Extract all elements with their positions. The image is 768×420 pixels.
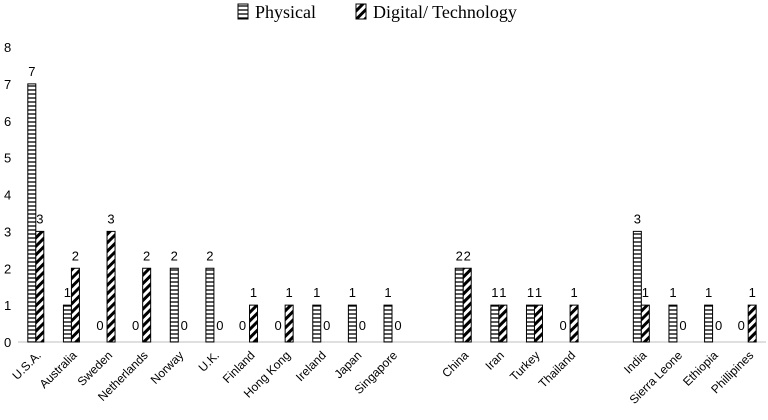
y-tick-label: 7 (4, 77, 11, 92)
bar-physical (62, 304, 72, 343)
legend-swatch-physical (237, 3, 249, 20)
bar-digital (747, 304, 757, 343)
y-tick-label: 5 (4, 151, 11, 166)
bar-physical (704, 304, 714, 343)
bar-digital (106, 230, 116, 343)
y-tick-label: 0 (4, 335, 11, 350)
data-label: 1 (349, 285, 356, 300)
data-label: 0 (394, 318, 401, 333)
legend-label-digital: Digital/ Technology (373, 2, 517, 22)
bar-digital (640, 304, 650, 343)
data-label: 1 (384, 285, 391, 300)
bar-physical (668, 304, 678, 343)
data-label: 0 (275, 318, 282, 333)
category-label: China (439, 348, 471, 380)
category-label: U.S.A. (10, 348, 44, 382)
data-label: 2 (464, 248, 471, 263)
data-label: 1 (535, 285, 542, 300)
bar-digital (498, 304, 508, 343)
legend-label-physical: Physical (255, 2, 316, 22)
data-label: 2 (171, 248, 178, 263)
data-label: 1 (499, 285, 506, 300)
y-tick-label: 1 (4, 298, 11, 313)
bar-physical (312, 304, 322, 343)
data-label: 1 (491, 285, 498, 300)
data-label: 0 (96, 318, 103, 333)
bar-physical (347, 304, 357, 343)
data-label: 2 (456, 248, 463, 263)
data-label: 1 (286, 285, 293, 300)
bar-physical (525, 304, 535, 343)
data-label: 0 (738, 318, 745, 333)
bar-digital (70, 267, 80, 343)
bar-physical (383, 304, 393, 343)
bar-digital (569, 304, 579, 343)
y-tick-label: 4 (4, 188, 11, 203)
bar-digital (249, 304, 259, 343)
data-label: 0 (679, 318, 686, 333)
data-label: 1 (705, 285, 712, 300)
category-label: Ireland (293, 348, 329, 384)
y-axis-ticks: 0 1 2 3 4 5 6 7 8 (4, 40, 11, 350)
bars (27, 83, 757, 343)
data-label: 1 (527, 285, 534, 300)
bar-physical (27, 83, 37, 343)
data-label: 1 (749, 285, 756, 300)
data-label: 0 (559, 318, 566, 333)
data-label: 0 (216, 318, 223, 333)
y-tick-label: 3 (4, 224, 11, 239)
bar-physical (490, 304, 500, 343)
bar-digital (284, 304, 294, 343)
category-label: Australia (37, 348, 80, 391)
bar-digital (142, 267, 152, 343)
data-label: 3 (36, 211, 43, 226)
data-label: 1 (669, 285, 676, 300)
data-label: 0 (359, 318, 366, 333)
category-label: Norway (148, 348, 187, 387)
data-label: 0 (323, 318, 330, 333)
data-label: 2 (143, 248, 150, 263)
data-label: 3 (107, 211, 114, 226)
category-label: Iran (482, 348, 507, 373)
y-tick-label: 2 (4, 261, 11, 276)
data-label: 0 (132, 318, 139, 333)
bar-physical (205, 267, 215, 343)
data-label: 0 (239, 318, 246, 333)
data-label: 2 (72, 248, 79, 263)
data-label: 2 (206, 248, 213, 263)
bar-digital (462, 267, 472, 343)
bar-physical (169, 267, 179, 343)
data-label: 1 (642, 285, 649, 300)
y-tick-label: 8 (4, 40, 11, 55)
data-label: 0 (181, 318, 188, 333)
legend-swatch-digital (355, 3, 367, 20)
y-tick-label: 6 (4, 114, 11, 129)
bar-digital (35, 230, 45, 343)
bar-digital (533, 304, 543, 343)
legend: Physical Digital/ Technology (237, 2, 517, 22)
data-label: 0 (715, 318, 722, 333)
category-label: U.K. (196, 348, 222, 374)
data-label: 1 (250, 285, 257, 300)
bar-physical (632, 230, 642, 343)
data-label: 7 (28, 64, 35, 79)
data-label: 3 (634, 211, 641, 226)
category-label: India (621, 348, 650, 377)
data-label: 1 (64, 285, 71, 300)
category-label: Japan (331, 348, 364, 381)
bar-physical (454, 267, 464, 343)
data-label: 1 (313, 285, 320, 300)
category-label: Thailand (536, 348, 578, 390)
data-label: 1 (570, 285, 577, 300)
